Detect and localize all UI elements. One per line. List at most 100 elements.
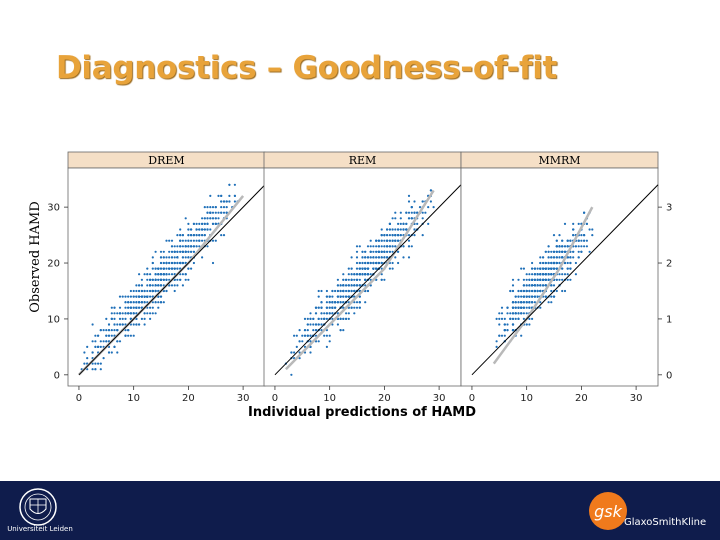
- data-point: [132, 323, 135, 326]
- panel-frame: [67, 167, 266, 387]
- data-point: [105, 329, 108, 332]
- data-point: [176, 278, 179, 281]
- data-point: [154, 312, 157, 315]
- data-point: [514, 301, 517, 304]
- data-point: [536, 278, 539, 281]
- data-point: [99, 362, 102, 365]
- data-point: [184, 239, 187, 242]
- data-point: [217, 211, 220, 214]
- data-point: [184, 245, 187, 248]
- data-point: [181, 234, 184, 237]
- data-point: [105, 340, 108, 343]
- data-point: [552, 267, 556, 270]
- data-point: [569, 261, 572, 265]
- data-point: [539, 278, 542, 281]
- data-point: [187, 239, 190, 242]
- data-point: [542, 267, 545, 270]
- data-point: [377, 245, 380, 248]
- data-point: [383, 234, 386, 237]
- data-point: [99, 340, 102, 343]
- data-point: [116, 340, 119, 343]
- data-point: [533, 267, 536, 270]
- data-point: [544, 261, 547, 265]
- data-point: [165, 261, 168, 265]
- data-point: [399, 228, 402, 231]
- data-point: [113, 345, 116, 348]
- x-tick-label: 0: [469, 393, 475, 404]
- data-point: [127, 312, 130, 315]
- data-point: [506, 323, 509, 326]
- data-point: [116, 312, 119, 315]
- data-point: [361, 267, 364, 270]
- data-point: [500, 334, 504, 337]
- data-point: [353, 284, 356, 287]
- data-point: [550, 261, 553, 265]
- data-point: [397, 228, 400, 231]
- data-point: [105, 334, 108, 337]
- data-point: [558, 234, 561, 237]
- data-point: [550, 301, 553, 304]
- data-point: [375, 245, 378, 248]
- data-point: [97, 334, 100, 337]
- data-point: [364, 301, 367, 304]
- data-point: [173, 245, 176, 248]
- data-point: [124, 312, 127, 315]
- data-point: [580, 245, 583, 248]
- data-point: [531, 295, 534, 298]
- data-point: [203, 228, 206, 231]
- data-point: [407, 194, 411, 197]
- data-point: [366, 261, 370, 265]
- data-point: [345, 312, 348, 315]
- data-point: [325, 289, 328, 293]
- data-point: [312, 317, 315, 320]
- data-point: [113, 317, 116, 320]
- data-point: [418, 206, 422, 209]
- data-point: [427, 206, 430, 209]
- data-point: [506, 329, 509, 332]
- data-point: [190, 250, 193, 253]
- data-point: [309, 351, 312, 354]
- data-point: [201, 256, 204, 259]
- data-point: [110, 334, 113, 337]
- data-point: [209, 211, 212, 214]
- x-tick-label: 10: [127, 393, 140, 404]
- data-point: [176, 250, 179, 253]
- data-point: [555, 278, 558, 281]
- data-point: [176, 261, 179, 265]
- data-point: [350, 278, 353, 281]
- data-point: [336, 301, 339, 304]
- data-point: [154, 301, 157, 304]
- data-point: [179, 234, 182, 237]
- data-point: [375, 250, 378, 253]
- data-point: [355, 250, 359, 253]
- data-point: [151, 289, 154, 293]
- data-point: [388, 239, 391, 242]
- data-point: [410, 217, 413, 220]
- data-point: [563, 222, 567, 225]
- data-point: [517, 301, 520, 304]
- data-point: [293, 334, 296, 337]
- data-point: [574, 245, 578, 248]
- x-tick-label: 30: [237, 393, 250, 404]
- data-point: [386, 239, 389, 242]
- data-point: [511, 278, 515, 281]
- data-point: [97, 362, 100, 365]
- data-point: [162, 278, 165, 281]
- data-point: [129, 289, 132, 293]
- data-point: [157, 273, 160, 276]
- data-point: [561, 239, 564, 242]
- data-point: [309, 334, 312, 337]
- data-point: [320, 301, 323, 304]
- data-point: [203, 217, 206, 220]
- data-point: [154, 267, 157, 270]
- data-point: [181, 261, 184, 265]
- data-point: [295, 345, 298, 348]
- data-point: [127, 306, 130, 309]
- data-point: [511, 284, 515, 287]
- panel-mmrm: MMRM 0 10 20 30 0 10 20 30: [460, 151, 672, 404]
- data-point: [118, 312, 122, 315]
- data-point: [531, 267, 534, 270]
- data-point: [503, 329, 506, 332]
- data-point: [345, 295, 348, 298]
- data-point: [113, 323, 116, 326]
